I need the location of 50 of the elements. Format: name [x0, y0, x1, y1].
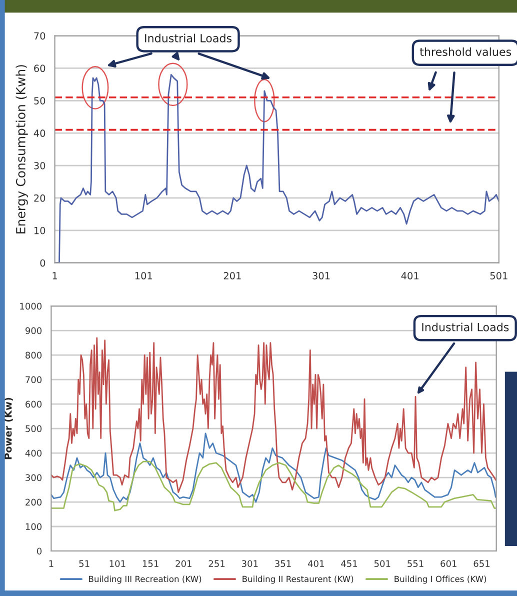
- legend-label: Building I Offices (KW): [394, 576, 486, 584]
- y-tick-label: 50: [34, 97, 46, 104]
- line-series: [51, 432, 496, 503]
- y-tick-label: 0: [37, 548, 42, 555]
- y-tick-label: 1000: [20, 302, 42, 310]
- annotation: threshold values: [420, 47, 512, 56]
- x-tick-label: 501: [490, 272, 508, 280]
- y-tick-label: 60: [34, 64, 46, 72]
- x-tick-label: 151: [142, 560, 158, 568]
- y-tick-label: 0: [40, 259, 46, 267]
- y-tick-label: 600: [26, 400, 42, 408]
- x-tick-label: 201: [224, 272, 241, 280]
- x-tick-label: 201: [176, 560, 192, 568]
- line-series: [51, 337, 496, 493]
- y-tick-label: 30: [34, 162, 46, 170]
- y-tick-label: 20: [34, 194, 46, 202]
- x-tick-label: 551: [408, 560, 424, 568]
- y-tick-label: 10: [34, 226, 46, 234]
- x-tick-label: 601: [440, 560, 456, 568]
- y-axis-title: Power (Kw): [4, 398, 13, 460]
- annotation: Industrial Loads: [145, 34, 232, 42]
- x-tick-label: 1: [49, 560, 54, 567]
- x-tick-label: 301: [312, 272, 330, 280]
- x-tick-label: 101: [110, 560, 126, 568]
- x-tick-label: 1: [52, 272, 57, 280]
- y-tick-label: 300: [26, 474, 42, 482]
- legend-label: Building III Recreation (KW): [89, 576, 202, 584]
- legend-label: Building II Restaurent (KW): [242, 576, 354, 584]
- x-tick-label: 51: [79, 560, 90, 568]
- y-tick-label: 100: [26, 523, 42, 530]
- x-tick-label: 651: [474, 560, 490, 568]
- x-tick-label: 401: [308, 560, 324, 568]
- x-tick-label: 401: [401, 272, 418, 280]
- y-axis-title: Energy Consumption (Kwh): [16, 65, 28, 234]
- x-tick-label: 101: [135, 272, 152, 280]
- x-tick-label: 301: [242, 560, 258, 568]
- line-series: [51, 460, 496, 512]
- x-tick-label: 451: [341, 560, 358, 568]
- x-tick-label: 351: [275, 560, 291, 568]
- y-tick-label: 900: [25, 327, 42, 334]
- annotation: Industrial Loads: [422, 322, 509, 332]
- y-tick-label: 800: [26, 352, 42, 359]
- y-tick-label: 40: [34, 130, 46, 137]
- y-tick-label: 500: [26, 425, 42, 432]
- x-tick-label: 251: [208, 560, 225, 568]
- y-tick-label: 200: [26, 498, 42, 506]
- y-tick-label: 400: [25, 450, 42, 457]
- x-tick-label: 501: [374, 560, 390, 568]
- y-tick-label: 700: [26, 376, 42, 384]
- y-tick-label: 70: [34, 32, 46, 40]
